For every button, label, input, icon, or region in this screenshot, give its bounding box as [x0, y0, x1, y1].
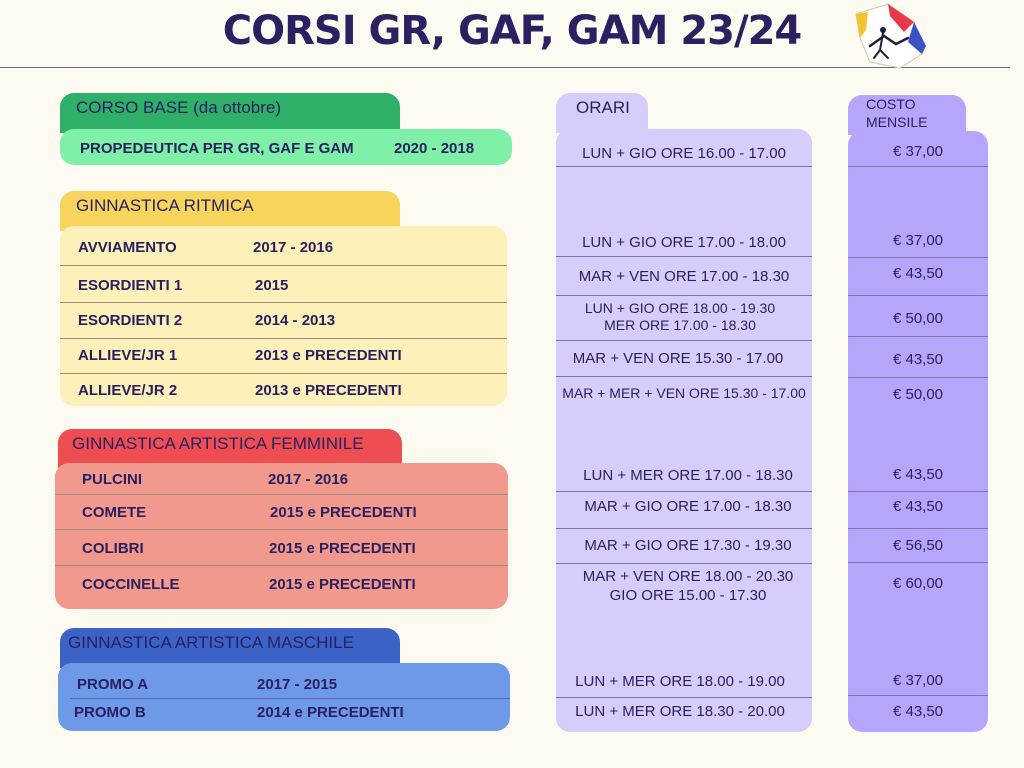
course-name: ESORDIENTI 1 [78, 277, 183, 294]
course-years: 2013 e PRECEDENTI [255, 382, 402, 399]
costo-panel [848, 131, 988, 732]
course-years: 2015 e PRECEDENTI [269, 576, 416, 593]
row-divider [556, 376, 812, 377]
row-divider [556, 563, 812, 564]
row-divider [848, 336, 988, 337]
section-header-corso-base: CORSO BASE (da ottobre) [60, 93, 400, 133]
orario-line: LUN + MER ORE 17.00 - 18.30 [583, 467, 793, 484]
section-header-ginnastica-artistica-maschile: GINNASTICA ARTISTICA MASCHILE [60, 628, 400, 668]
orario-line: MAR + VEN ORE 15.30 - 17.00 [572, 350, 784, 367]
row-divider [848, 166, 988, 167]
course-name: ALLIEVE/JR 2 [78, 382, 178, 399]
title-divider [0, 67, 1010, 68]
costo-header [848, 95, 966, 135]
row-divider [848, 377, 988, 378]
orari-header-label: ORARI [576, 98, 630, 117]
course-years: 2020 - 2018 [394, 140, 475, 157]
section-header-ginnastica-artistica-femminile: GINNASTICA ARTISTICA FEMMINILE [58, 429, 402, 469]
costo-value: € 37,00 [892, 143, 944, 160]
course-years: 2017 - 2016 [253, 239, 334, 256]
row-divider [60, 302, 507, 303]
section-header-label: GINNASTICA ARTISTICA FEMMINILE [72, 434, 364, 453]
row-divider [70, 698, 510, 699]
course-name: PULCINI [82, 471, 142, 488]
section-header-label: GINNASTICA ARTISTICA MASCHILE [68, 633, 354, 652]
row-divider [848, 257, 988, 258]
costo-value: € 50,00 [892, 386, 944, 403]
row-divider [556, 491, 812, 492]
row-divider [556, 295, 812, 296]
costo-value: € 43,50 [892, 703, 944, 720]
row-divider [60, 338, 507, 339]
orario-line: GIO ORE 15.00 - 17.30 [609, 587, 767, 604]
costo-value: € 43,50 [892, 351, 944, 368]
row-divider [848, 528, 988, 529]
corso-base-panel [60, 129, 512, 165]
ritmica-panel [60, 226, 507, 406]
costo-value: € 43,50 [892, 498, 944, 515]
row-divider [556, 166, 812, 167]
row-divider [556, 528, 812, 529]
course-name: PROMO A [77, 676, 149, 693]
row-divider [55, 565, 508, 566]
course-name: COLIBRI [82, 540, 144, 557]
section-header-ginnastica-ritmica: GINNASTICA RITMICA [60, 191, 400, 231]
course-name: ESORDIENTI 2 [78, 312, 183, 329]
orario-line: MAR + VEN ORE 17.00 - 18.30 [578, 268, 790, 285]
orari-panel [556, 129, 812, 732]
costo-value: € 37,00 [892, 232, 944, 249]
costo-value: € 56,50 [892, 537, 944, 554]
row-divider [848, 295, 988, 296]
gymnast-logo-icon [855, 3, 926, 69]
costo-value: € 43,50 [892, 466, 944, 483]
orari-header: ORARI [556, 93, 648, 133]
row-divider [55, 494, 508, 495]
orario-line: MAR + VEN ORE 18.00 - 20.30 [582, 568, 794, 585]
row-divider [848, 491, 988, 492]
course-years: 2014 e PRECEDENTI [257, 704, 404, 721]
course-name: AVVIAMENTO [78, 239, 177, 256]
row-divider [60, 373, 507, 374]
gam-panel [58, 663, 510, 731]
orario-line: LUN + MER ORE 18.00 - 19.00 [575, 673, 785, 690]
page-title: CORSI GR, GAF, GAM 23/24 [222, 8, 803, 54]
course-years: 2015 e PRECEDENTI [270, 504, 417, 521]
row-divider [60, 265, 507, 266]
row-divider [848, 562, 988, 563]
orario-line: LUN + GIO ORE 16.00 - 17.00 [582, 145, 786, 162]
row-divider [556, 256, 812, 257]
orario-line: LUN + GIO ORE 17.00 - 18.00 [582, 234, 786, 251]
orario-line: LUN + GIO ORE 18.00 - 19.30 [584, 300, 776, 316]
gaf-panel [55, 463, 508, 609]
orario-line: MAR + MER + VEN ORE 15.30 - 17.00 [562, 385, 806, 401]
course-years: 2015 e PRECEDENTI [269, 540, 416, 557]
section-header-label: GINNASTICA RITMICA [76, 196, 254, 215]
course-name: COMETE [82, 504, 147, 521]
course-years: 2014 - 2013 [255, 312, 336, 329]
course-name: COCCINELLE [82, 576, 180, 593]
orario-line: MAR + GIO ORE 17.00 - 18.30 [584, 498, 792, 515]
costo-header-label: COSTO [866, 96, 916, 112]
course-years: 2015 [255, 277, 289, 294]
row-divider [556, 697, 812, 698]
course-years: 2013 e PRECEDENTI [255, 347, 402, 364]
course-years: 2017 - 2015 [257, 676, 338, 693]
row-divider [848, 695, 988, 696]
costo-value: € 37,00 [892, 672, 944, 689]
course-years: 2017 - 2016 [268, 471, 349, 488]
costo-value: € 60,00 [892, 575, 944, 592]
section-header-label: CORSO BASE (da ottobre) [76, 98, 282, 117]
row-divider [556, 340, 812, 341]
orario-line: MER ORE 17.00 - 18.30 [604, 317, 756, 333]
orario-line: LUN + MER ORE 18.30 - 20.00 [575, 703, 785, 720]
orario-line: MAR + GIO ORE 17.30 - 19.30 [584, 537, 792, 554]
costo-value: € 43,50 [892, 265, 944, 282]
course-name: ALLIEVE/JR 1 [78, 347, 178, 364]
row-divider [55, 529, 508, 530]
course-name: PROMO B [74, 704, 146, 721]
course-name: PROPEDEUTICA PER GR, GAF E GAM [80, 140, 354, 157]
costo-header-label: MENSILE [866, 114, 928, 130]
costo-value: € 50,00 [892, 310, 944, 327]
